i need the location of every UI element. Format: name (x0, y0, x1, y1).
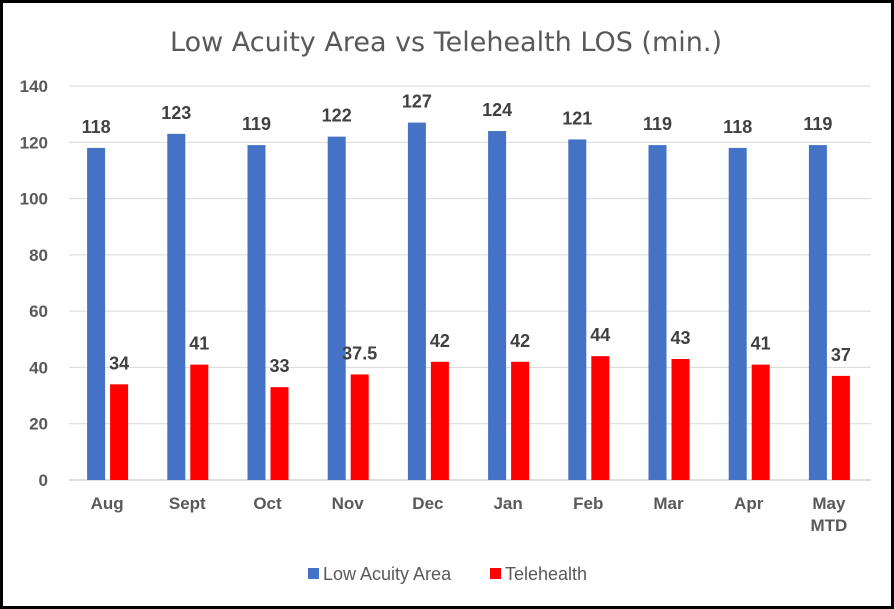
low-acuity-bar (648, 145, 667, 480)
telehealth-data-label: 43 (670, 328, 690, 348)
x-tick-label: Aug (91, 494, 124, 513)
y-tick-label: 100 (20, 190, 48, 209)
telehealth-data-label: 33 (269, 356, 289, 376)
y-tick-label: 20 (29, 415, 48, 434)
telehealth-bar (430, 361, 449, 480)
low-acuity-bar (167, 133, 186, 481)
x-tick-label: Mar (653, 494, 684, 513)
bars (87, 122, 850, 481)
telehealth-bar (511, 361, 530, 480)
y-axis-ticks: 0 20 40 60 80 100 120 140 (20, 77, 48, 490)
x-tick-label: Jan (493, 494, 522, 513)
y-tick-label: 120 (20, 133, 48, 152)
x-tick-label: Feb (573, 494, 603, 513)
low-acuity-bar (407, 122, 426, 480)
telehealth-bar (671, 358, 690, 480)
low-acuity-data-label: 124 (482, 100, 512, 120)
data-labels: 118 34 123 41 119 33 122 37.5 127 42 124 42 121 44 119… (82, 92, 851, 377)
telehealth-data-label: 41 (751, 334, 771, 354)
x-tick-label: MTD (810, 516, 847, 535)
legend-swatch-telehealth (490, 568, 501, 579)
y-tick-label: 40 (29, 358, 48, 377)
chart-title: Low Acuity Area vs Telehealth LOS (min.) (170, 27, 722, 58)
low-acuity-bar (488, 131, 507, 480)
legend: Low Acuity Area Telehealth (308, 564, 587, 584)
low-acuity-bar (87, 147, 106, 480)
low-acuity-data-label: 123 (161, 103, 191, 123)
low-acuity-data-label: 127 (402, 92, 432, 112)
telehealth-bar (270, 387, 289, 480)
x-tick-label: Oct (253, 494, 282, 513)
low-acuity-data-label: 119 (803, 114, 832, 134)
x-tick-label: Apr (734, 494, 764, 513)
low-acuity-bar (327, 136, 346, 480)
telehealth-data-label: 42 (430, 331, 450, 351)
y-tick-label: 80 (29, 246, 48, 265)
telehealth-data-label: 34 (109, 353, 129, 373)
low-acuity-bar (247, 145, 266, 480)
low-acuity-bar (808, 145, 827, 480)
low-acuity-data-label: 119 (643, 114, 672, 134)
telehealth-data-label: 37.5 (342, 343, 377, 363)
x-axis-ticks: Aug Sept Oct Nov Dec Jan Feb Mar Apr May MTD (91, 494, 848, 535)
low-acuity-bar (728, 147, 747, 480)
legend-swatch-low-acuity (308, 568, 319, 579)
telehealth-bar (591, 356, 610, 480)
telehealth-bar (751, 364, 770, 480)
low-acuity-data-label: 119 (242, 114, 271, 134)
bar-chart: Low Acuity Area vs Telehealth LOS (min.)… (20, 27, 871, 584)
telehealth-bar (831, 375, 850, 480)
legend-label-telehealth: Telehealth (505, 564, 587, 584)
x-tick-label: Nov (332, 494, 365, 513)
telehealth-data-label: 37 (831, 345, 851, 365)
low-acuity-data-label: 118 (82, 117, 111, 137)
telehealth-data-label: 41 (189, 334, 209, 354)
low-acuity-data-label: 118 (723, 117, 752, 137)
telehealth-bar (190, 364, 209, 480)
y-tick-label: 60 (29, 302, 48, 321)
x-tick-label: May (812, 494, 846, 513)
low-acuity-data-label: 122 (322, 106, 352, 126)
y-tick-label: 0 (39, 471, 48, 490)
low-acuity-data-label: 121 (562, 108, 592, 128)
telehealth-bar (110, 384, 129, 480)
legend-label-low-acuity: Low Acuity Area (323, 564, 452, 584)
y-tick-label: 140 (20, 77, 48, 96)
gridlines (69, 85, 871, 481)
x-tick-label: Dec (412, 494, 443, 513)
telehealth-data-label: 44 (590, 325, 610, 345)
low-acuity-bar (568, 139, 587, 480)
telehealth-data-label: 42 (510, 331, 530, 351)
telehealth-bar (350, 374, 369, 480)
x-tick-label: Sept (169, 494, 206, 513)
